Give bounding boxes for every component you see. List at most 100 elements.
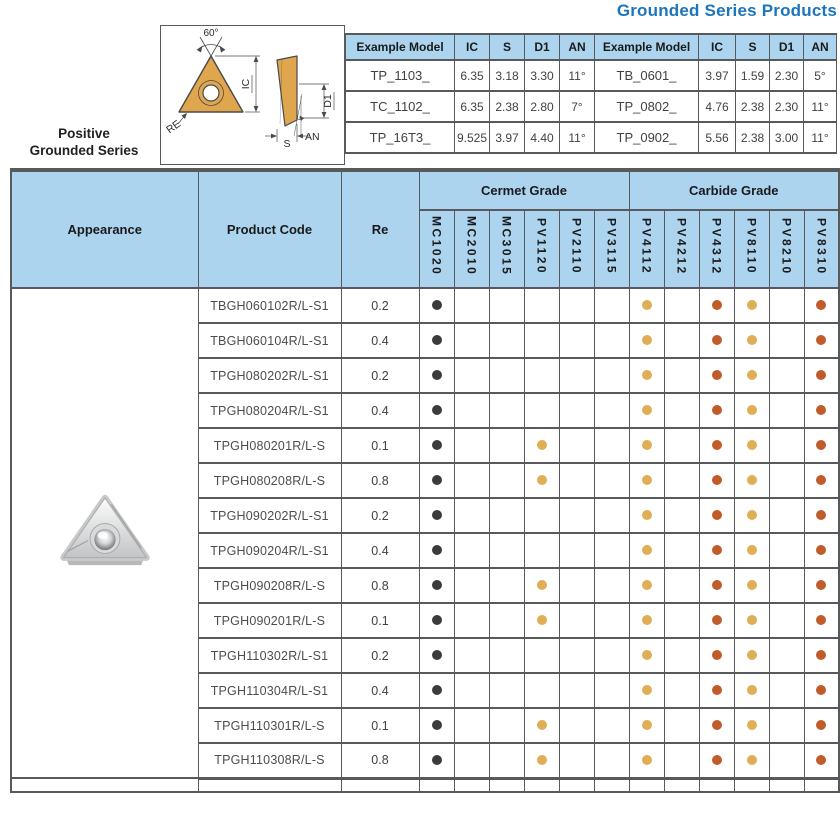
re-value: 0.2: [340, 287, 420, 324]
grade-availability-cell: [768, 637, 805, 674]
product-code: TBGH060104R/L-S1: [197, 322, 342, 359]
grade-availability-cell: [698, 707, 735, 744]
grade-availability-cell: [453, 357, 490, 394]
series-label-line1: Positive: [58, 126, 110, 141]
grade-column-label: PV8310: [814, 217, 829, 276]
grade-availability-cell: [733, 322, 770, 359]
grade-availability-cell: [698, 672, 735, 709]
product-row: TPGH090202R/L-S1 0.2: [11, 497, 840, 534]
product-code: TPGH090201R/L-S: [197, 602, 342, 639]
s-arrow-left: [271, 133, 277, 139]
grade-dot-yellow: [746, 615, 757, 626]
grade-dot-yellow: [746, 300, 757, 311]
grade-availability-cell: [628, 427, 665, 464]
grade-dot-yellow: [746, 405, 757, 416]
s-label: S: [283, 138, 290, 150]
grade-dot-yellow: [746, 510, 757, 521]
grade-dot-orange: [711, 510, 722, 521]
product-row: TBGH060104R/L-S1 0.4: [11, 322, 840, 359]
example-cell: 2.30: [769, 59, 804, 92]
grade-availability-cell: [418, 532, 455, 569]
series-label-line2: Grounded Series: [29, 142, 139, 158]
grade-dot-yellow: [641, 650, 652, 661]
grade-dot-black: [431, 405, 442, 416]
grade-availability-cell: [698, 567, 735, 604]
grade-availability-cell: [453, 742, 490, 780]
example-cell: 11°: [559, 121, 595, 154]
grade-availability-cell: [733, 392, 770, 429]
product-row: TPGH080202R/L-S1 0.2: [11, 357, 840, 394]
insert-photo-highlight: [97, 531, 108, 539]
grade-availability-cell: [628, 707, 665, 744]
grade-availability-cell: [663, 357, 700, 394]
product-row: TPGH110302R/L-S1 0.2: [11, 637, 840, 674]
grade-availability-cell: [663, 742, 700, 780]
grade-dot-yellow: [746, 685, 757, 696]
grade-availability-cell: [663, 287, 700, 324]
series-label: Positive Grounded Series: [0, 126, 168, 160]
re-value: 0.8: [340, 742, 420, 780]
grade-availability-cell: [523, 497, 560, 534]
grade-availability-cell: [698, 427, 735, 464]
grade-column-label: PV3115: [604, 217, 619, 276]
grade-availability-cell: [523, 427, 560, 464]
cutoff-cell: [453, 777, 490, 792]
cutoff-cell: [733, 777, 770, 792]
grade-availability-cell: [418, 462, 455, 499]
grade-availability-cell: [593, 567, 630, 604]
grade-availability-cell: [418, 707, 455, 744]
grade-availability-cell: [698, 462, 735, 499]
grade-availability-cell: [663, 497, 700, 534]
example-cell: 3.00: [769, 121, 804, 154]
grade-availability-cell: [488, 287, 525, 324]
cutoff-cell: [698, 777, 735, 792]
re-value: 0.4: [340, 392, 420, 429]
grade-availability-cell: [768, 287, 805, 324]
re-value: 0.8: [340, 567, 420, 604]
example-cell: 2.38: [735, 90, 770, 123]
grade-dot-black: [431, 580, 442, 591]
product-row: TPGH110304R/L-S1 0.4: [11, 672, 840, 709]
grade-availability-cell: [803, 497, 840, 534]
grade-availability-cell: [698, 322, 735, 359]
grade-dot-yellow: [641, 685, 652, 696]
grade-dot-yellow: [536, 755, 547, 766]
grade-dot-orange: [816, 300, 827, 311]
grade-dot-orange: [711, 545, 722, 556]
grade-dot-yellow: [641, 510, 652, 521]
grade-availability-cell: [418, 322, 455, 359]
grade-availability-cell: [733, 742, 770, 780]
cutoff-cell: [768, 777, 805, 792]
example-cell: 1.59: [735, 59, 770, 92]
grade-dot-orange: [711, 300, 722, 311]
grade-dot-orange: [816, 405, 827, 416]
example-cell: 2.30: [769, 90, 804, 123]
grade-dot-yellow: [536, 615, 547, 626]
grade-dot-orange: [816, 510, 827, 521]
grade-availability-cell: [628, 322, 665, 359]
grade-dot-yellow: [641, 370, 652, 381]
grade-availability-cell: [558, 322, 595, 359]
product-code: TPGH090204R/L-S1: [197, 532, 342, 569]
grade-availability-cell: [803, 742, 840, 780]
d1-arrow-bottom: [321, 112, 327, 118]
grade-dot-yellow: [536, 475, 547, 486]
grade-availability-cell: [488, 637, 525, 674]
product-row: TPGH080208R/L-S 0.8: [11, 462, 840, 499]
grade-dot-black: [431, 615, 442, 626]
grade-availability-cell: [418, 357, 455, 394]
product-row: TPGH080204R/L-S1 0.4: [11, 392, 840, 429]
grade-availability-cell: [593, 672, 630, 709]
insert-photo-base: [66, 559, 144, 565]
grade-dot-orange: [816, 650, 827, 661]
grade-availability-cell: [733, 357, 770, 394]
grade-availability-cell: [453, 532, 490, 569]
grade-dot-orange: [711, 720, 722, 731]
grade-dot-yellow: [746, 720, 757, 731]
grade-availability-cell: [453, 497, 490, 534]
grade-availability-cell: [628, 602, 665, 639]
grade-dot-yellow: [641, 405, 652, 416]
grade-dot-yellow: [746, 475, 757, 486]
example-cell: 9.525: [454, 121, 490, 154]
grade-column-label: MC3015: [499, 216, 514, 277]
